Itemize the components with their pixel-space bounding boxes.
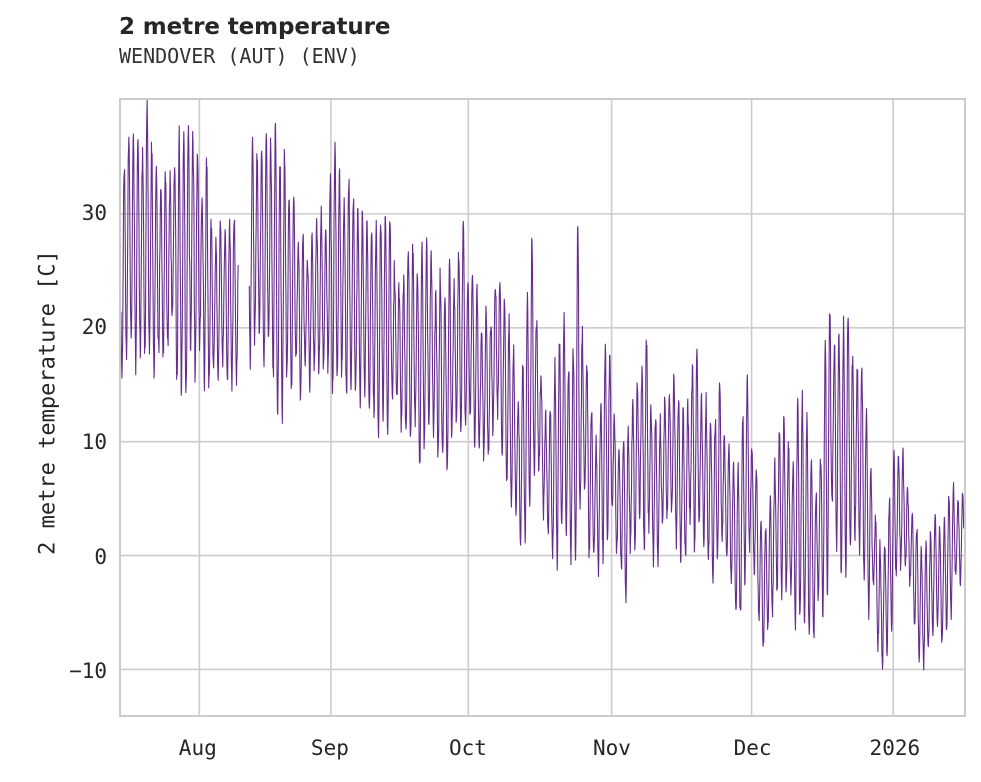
temperature-series	[121, 100, 964, 671]
y-axis-tick-label: 10	[81, 429, 107, 454]
plot-area	[119, 98, 966, 717]
page-title: 2 metre temperature	[119, 14, 391, 40]
x-axis-tick-label: Aug	[178, 736, 217, 760]
y-axis-tick-labels: −10 0 10 20 30	[0, 0, 107, 782]
x-axis-tick-labels: Aug Sep Oct Nov Dec 2026	[0, 738, 981, 772]
y-axis-tick-label: −10	[69, 659, 107, 684]
chart-subtitle: WENDOVER (AUT) (ENV)	[119, 44, 360, 68]
x-axis-tick-label: Dec	[733, 736, 772, 760]
title-block: 2 metre temperature WENDOVER (AUT) (ENV)	[119, 14, 819, 69]
y-axis-tick-label: 0	[94, 544, 107, 569]
y-axis-tick-label: 30	[81, 200, 107, 225]
x-axis-tick-label: Nov	[592, 736, 631, 760]
gridlines	[121, 100, 964, 715]
y-axis-tick-label: 20	[81, 315, 107, 340]
x-axis-tick-label: 2026	[869, 736, 921, 760]
x-axis-tick-label: Sep	[310, 736, 349, 760]
x-axis-tick-label: Oct	[448, 736, 487, 760]
